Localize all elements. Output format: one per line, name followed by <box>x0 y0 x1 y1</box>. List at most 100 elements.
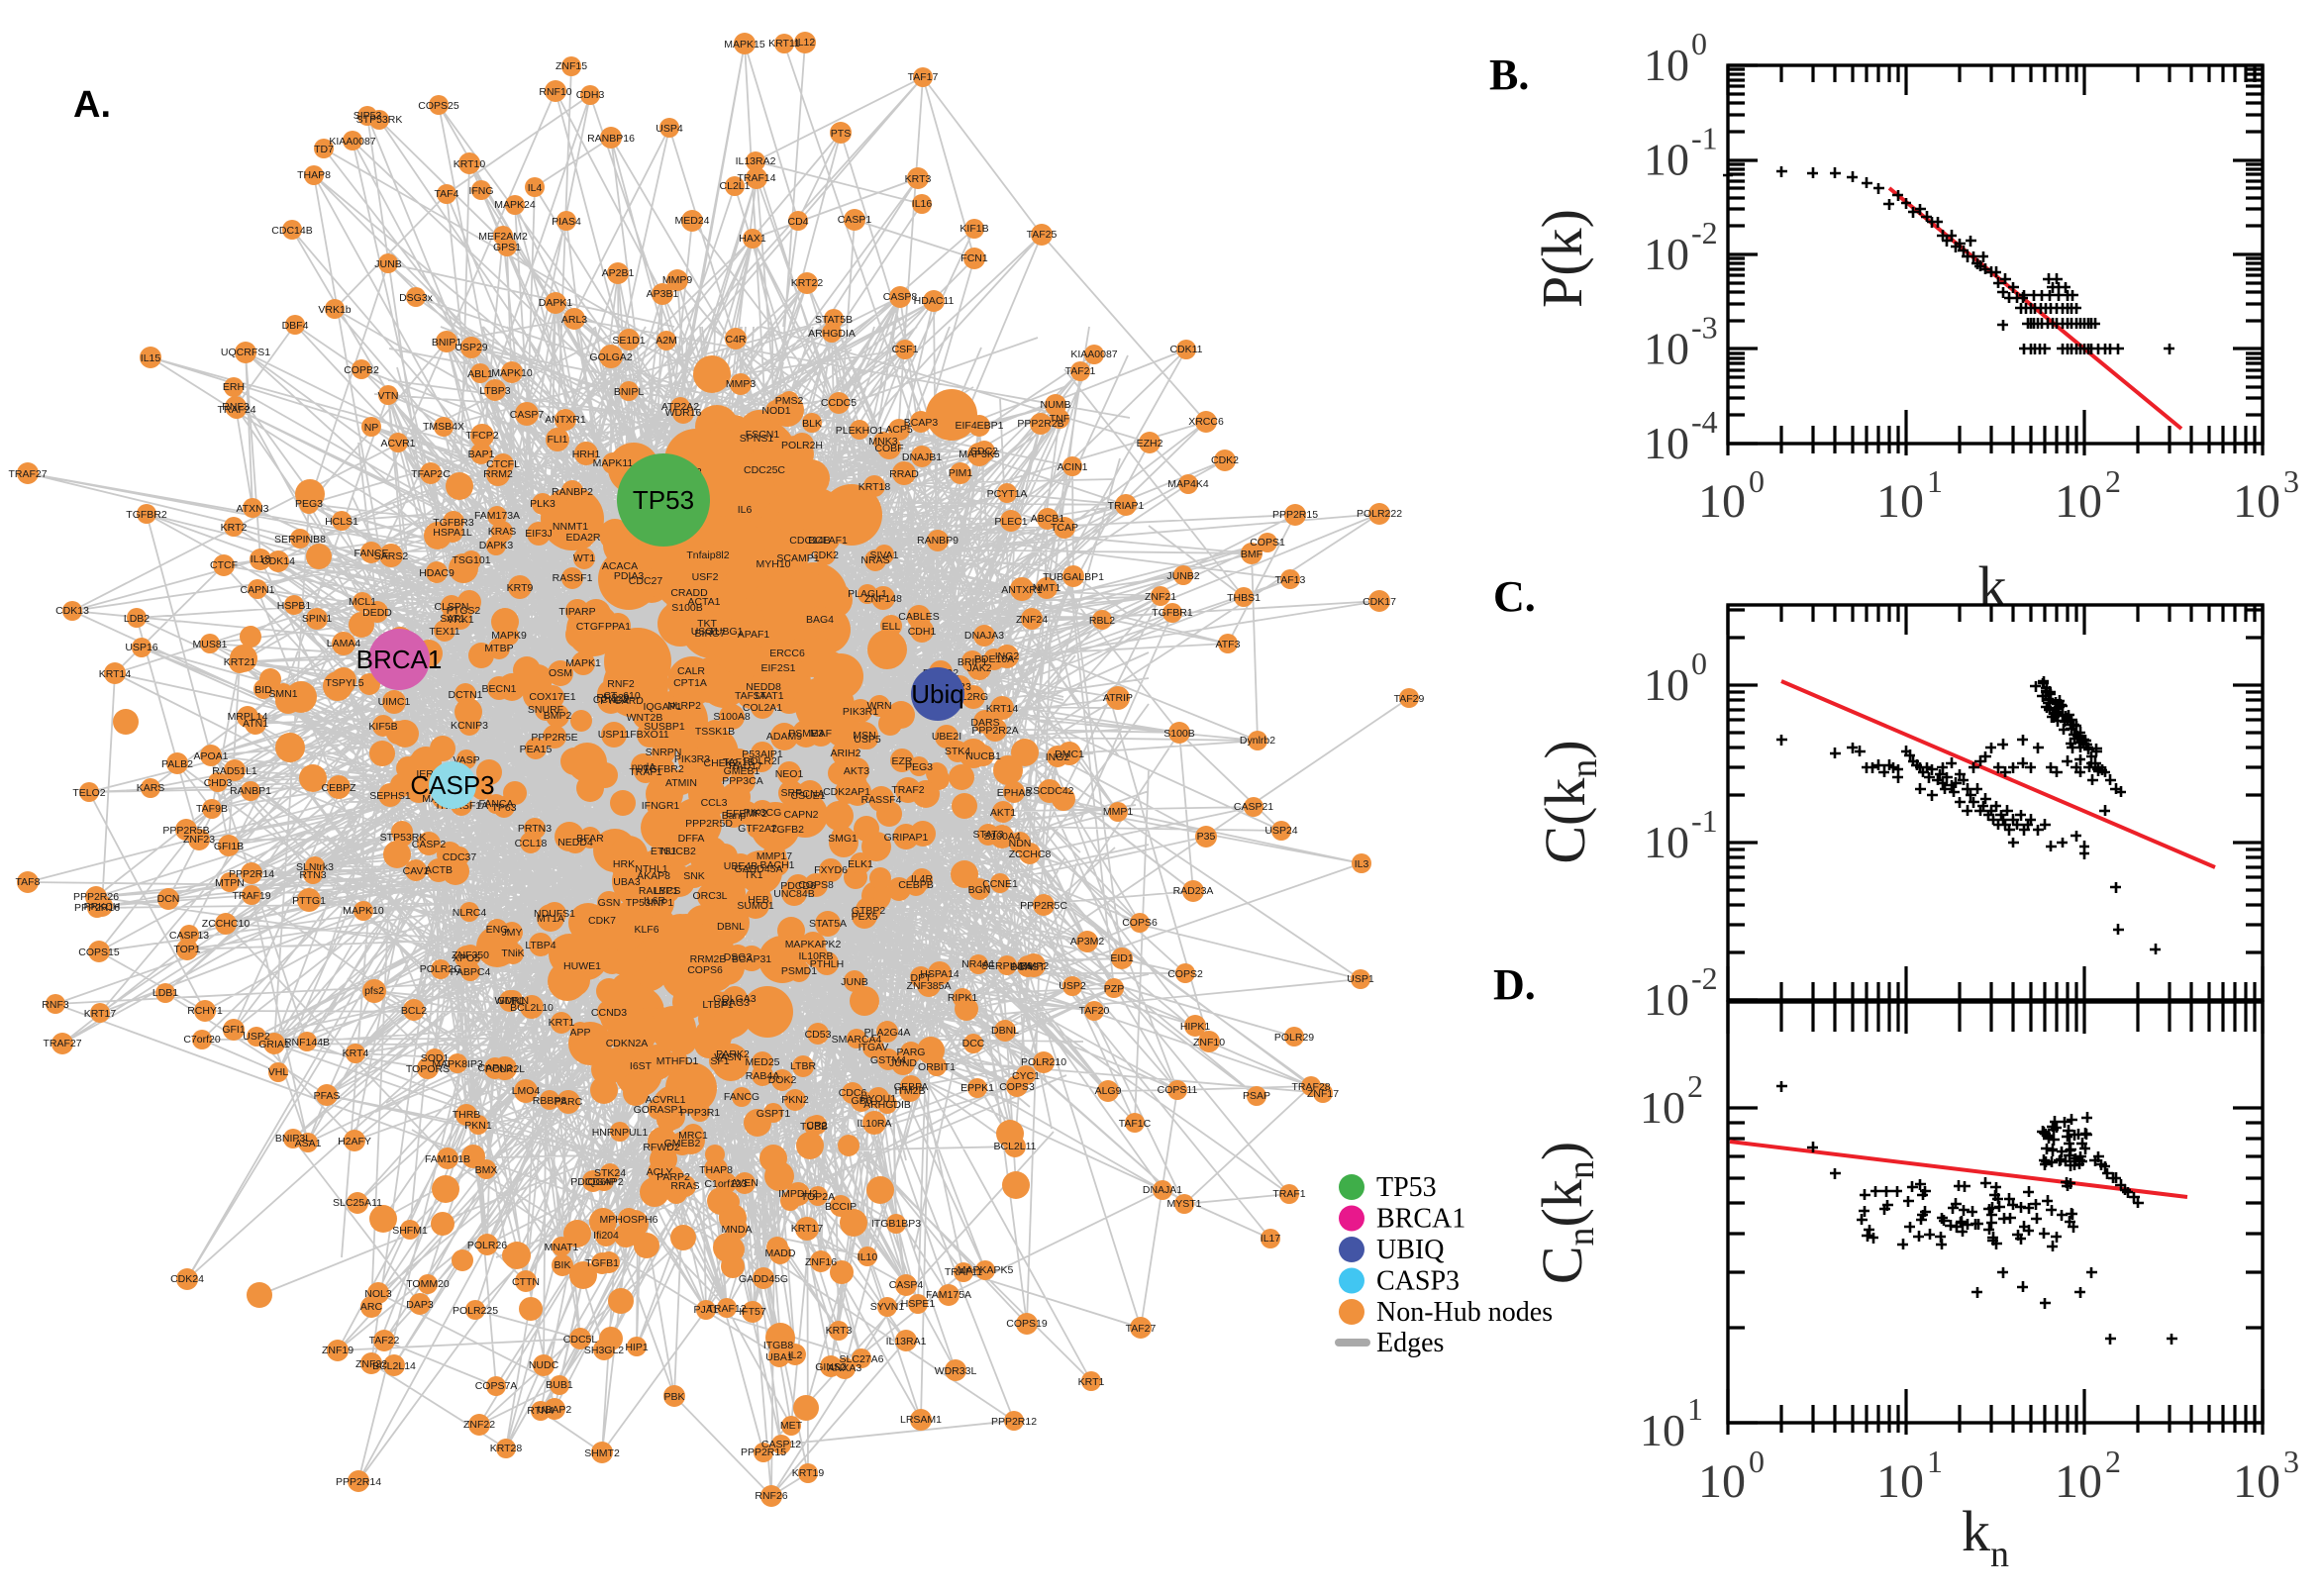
svg-text:MADD: MADD <box>765 1247 796 1259</box>
svg-text:HCLS1: HCLS1 <box>325 516 358 528</box>
svg-text:ATRIP: ATRIP <box>1103 692 1133 704</box>
svg-text:CD4: CD4 <box>787 216 808 228</box>
svg-text:RRM2: RRM2 <box>483 468 513 480</box>
svg-text:MUS81: MUS81 <box>192 639 227 650</box>
svg-text:RRM2B: RRM2B <box>690 953 727 965</box>
svg-text:EID1: EID1 <box>1110 952 1134 964</box>
svg-text:ZNF10: ZNF10 <box>1193 1037 1225 1048</box>
svg-text:ALG9: ALG9 <box>1095 1085 1122 1097</box>
svg-text:10: 10 <box>1644 324 1689 374</box>
svg-text:C.: C. <box>1493 572 1536 621</box>
svg-text:RRAD: RRAD <box>889 468 919 480</box>
svg-text:S100B: S100B <box>671 602 703 614</box>
svg-text:STP53RK: STP53RK <box>380 832 427 844</box>
svg-text:APP: APP <box>569 1027 590 1039</box>
svg-text:TAF1A: TAF1A <box>735 690 766 702</box>
svg-text:SCAMP1: SCAMP1 <box>776 552 819 564</box>
svg-text:HUWE1: HUWE1 <box>563 960 601 972</box>
svg-text:IL13RA1: IL13RA1 <box>886 1336 927 1347</box>
svg-text:GOLGA2: GOLGA2 <box>589 351 632 363</box>
svg-text:COPS6: COPS6 <box>687 964 723 976</box>
svg-text:PPP2R15: PPP2R15 <box>1272 509 1318 521</box>
svg-text:HRK: HRK <box>613 858 635 870</box>
svg-text:RFWD2: RFWD2 <box>643 1142 679 1153</box>
svg-text:CDC14B: CDC14B <box>789 535 830 547</box>
svg-text:PSME3: PSME3 <box>788 728 824 740</box>
svg-text:CDC5L: CDC5L <box>563 1334 598 1346</box>
svg-text:ARHGDIA: ARHGDIA <box>808 328 856 340</box>
svg-text:KRT1: KRT1 <box>1078 1376 1105 1388</box>
svg-text:Dynlrb2: Dynlrb2 <box>1240 735 1275 747</box>
svg-text:10: 10 <box>1644 135 1689 185</box>
svg-text:AP3M2: AP3M2 <box>1070 936 1105 948</box>
svg-text:HDAC11: HDAC11 <box>914 295 955 307</box>
svg-text:RAD51L1: RAD51L1 <box>212 765 257 777</box>
svg-text:ZNF385A: ZNF385A <box>907 980 952 992</box>
svg-text:CASP3: CASP3 <box>1376 1266 1460 1297</box>
svg-text:TGFB1: TGFB1 <box>585 1257 619 1269</box>
svg-text:LDB1: LDB1 <box>152 987 178 999</box>
svg-text:COPB2: COPB2 <box>344 364 379 376</box>
svg-text:NMT1: NMT1 <box>1033 582 1061 594</box>
svg-text:PPP3R1: PPP3R1 <box>680 1107 720 1119</box>
svg-text:SIVA1: SIVA1 <box>870 549 899 561</box>
svg-text:CLSPN: CLSPN <box>434 601 468 613</box>
svg-text:PLK3: PLK3 <box>530 498 556 510</box>
svg-text:10: 10 <box>2055 475 2102 528</box>
svg-text:MED25: MED25 <box>745 1056 779 1068</box>
svg-text:ZCCHC8: ZCCHC8 <box>1009 848 1052 860</box>
svg-text:SPNS1: SPNS1 <box>740 433 774 445</box>
svg-text:RANBP16: RANBP16 <box>587 133 635 145</box>
svg-text:ETS1: ETS1 <box>651 846 676 857</box>
svg-text:HIPK1: HIPK1 <box>1180 1021 1211 1033</box>
svg-text:EZR: EZR <box>892 755 913 767</box>
svg-text:ZNF17: ZNF17 <box>1307 1088 1339 1100</box>
svg-text:SNRPN: SNRPN <box>646 747 682 758</box>
svg-text:TGFBR1: TGFBR1 <box>1152 607 1193 619</box>
svg-text:CAPN1: CAPN1 <box>240 584 274 596</box>
svg-text:BACH1: BACH1 <box>759 859 794 871</box>
svg-text:FLI1: FLI1 <box>547 434 567 446</box>
svg-text:CCL18: CCL18 <box>515 838 548 849</box>
svg-text:ACACA: ACACA <box>602 560 638 572</box>
svg-text:ZNF24: ZNF24 <box>1016 614 1048 626</box>
svg-text:DBF4: DBF4 <box>282 320 309 332</box>
svg-text:CASP13: CASP13 <box>169 930 209 942</box>
svg-text:KRT22: KRT22 <box>791 277 824 289</box>
svg-text:DCTN1: DCTN1 <box>448 689 482 701</box>
svg-text:STP53RK: STP53RK <box>356 114 403 126</box>
svg-text:MMP3: MMP3 <box>726 378 756 390</box>
svg-text:P(k): P(k) <box>1530 209 1594 308</box>
svg-text:ABL1: ABL1 <box>467 368 493 380</box>
svg-text:GSTM4: GSTM4 <box>870 1054 906 1066</box>
svg-text:ZNF350: ZNF350 <box>452 949 489 961</box>
svg-text:RTN3: RTN3 <box>299 869 326 881</box>
svg-text:Tnfaip8l2: Tnfaip8l2 <box>686 549 729 561</box>
svg-text:10: 10 <box>1644 817 1689 867</box>
svg-text:COPS3: COPS3 <box>999 1081 1035 1093</box>
svg-text:HYOU1: HYOU1 <box>860 1093 896 1105</box>
svg-text:COL2A1: COL2A1 <box>743 702 782 714</box>
svg-text:IFT57: IFT57 <box>739 1306 766 1318</box>
svg-text:ING2: ING2 <box>995 650 1020 662</box>
svg-text:TP63: TP63 <box>491 802 516 814</box>
svg-text:CHEK2: CHEK2 <box>703 757 738 769</box>
svg-text:NP: NP <box>364 422 379 434</box>
svg-text:ATXN3: ATXN3 <box>236 503 268 515</box>
svg-text:TAF25: TAF25 <box>1027 229 1058 241</box>
svg-text:NOD1: NOD1 <box>761 405 790 417</box>
svg-text:XPO5: XPO5 <box>453 952 480 964</box>
svg-text:PPP2R15: PPP2R15 <box>741 1446 786 1458</box>
svg-text:SF1: SF1 <box>710 1055 729 1067</box>
svg-text:ENG: ENG <box>486 924 509 936</box>
svg-text:EIF4EBP1: EIF4EBP1 <box>955 420 1003 432</box>
svg-text:TCAP: TCAP <box>1051 522 1078 534</box>
svg-text:THBS1: THBS1 <box>1227 592 1261 604</box>
svg-text:FANCA: FANCA <box>478 798 513 810</box>
svg-text:IL10: IL10 <box>858 1251 878 1263</box>
svg-text:10: 10 <box>1876 475 1924 528</box>
svg-text:CASP1: CASP1 <box>838 214 872 226</box>
svg-text:KRT21: KRT21 <box>224 656 256 668</box>
svg-text:MEF2AM2: MEF2AM2 <box>478 231 528 243</box>
svg-text:IMPDH2: IMPDH2 <box>778 1188 818 1200</box>
